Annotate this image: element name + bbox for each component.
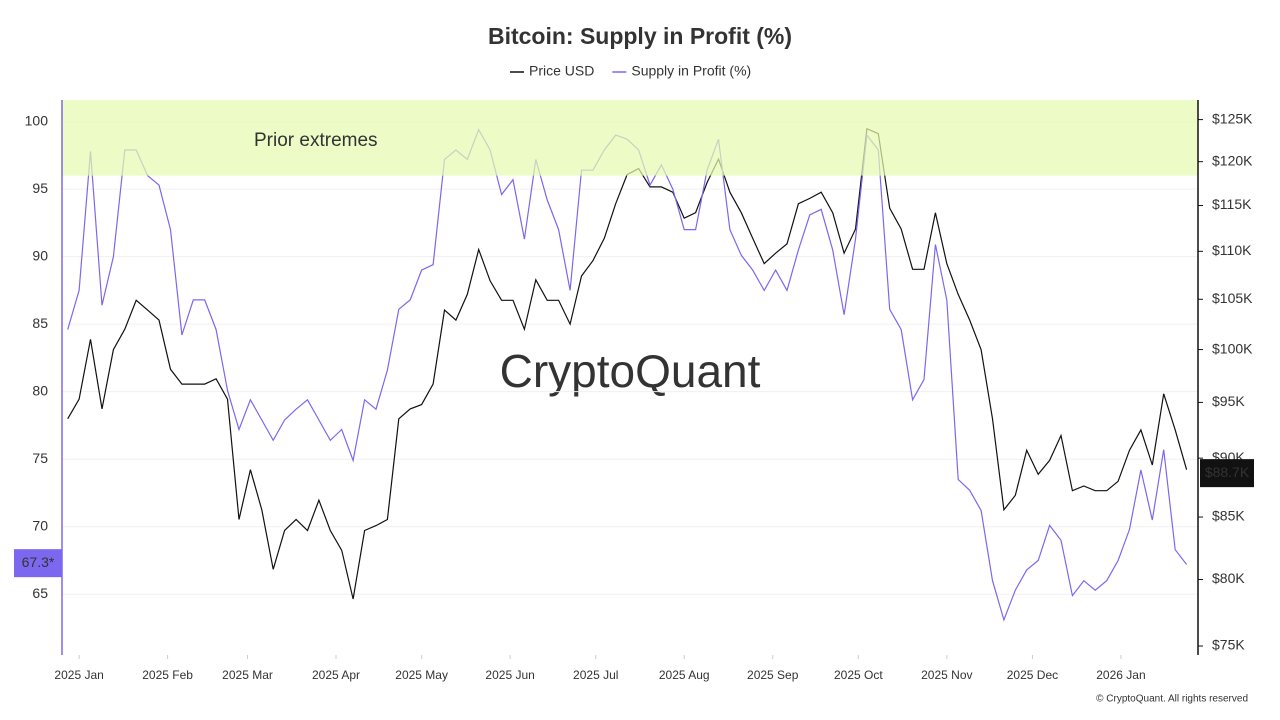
- y2-tick-label: $95K: [1212, 393, 1245, 409]
- y2-tick-label: $75K: [1212, 637, 1245, 653]
- band-label: Prior extremes: [254, 130, 378, 151]
- x-tick-label: 2025 Feb: [142, 668, 193, 682]
- y2-tick-label: $110K: [1212, 242, 1252, 258]
- x-tick-label: 2025 Aug: [659, 668, 710, 682]
- last-value-label: 67.3*: [22, 554, 55, 570]
- watermark: CryptoQuant: [500, 345, 761, 397]
- y-tick-label: 100: [25, 112, 49, 128]
- x-tick-label: 2025 Apr: [312, 668, 360, 682]
- legend-label: Price USD: [529, 63, 594, 79]
- y-tick-label: 95: [32, 180, 48, 196]
- x-tick-label: 2025 Jan: [54, 668, 103, 682]
- chart-title: Bitcoin: Supply in Profit (%): [488, 23, 792, 49]
- y2-tick-label: $85K: [1212, 508, 1245, 524]
- last-value-label: $88.7K: [1205, 464, 1250, 480]
- y2-tick-label: $125K: [1212, 110, 1253, 126]
- x-tick-label: 2025 Nov: [921, 668, 972, 682]
- legend-label: Supply in Profit (%): [631, 63, 751, 79]
- y-tick-label: 85: [32, 315, 48, 331]
- x-tick-label: 2026 Jan: [1096, 668, 1145, 682]
- y2-tick-label: $100K: [1212, 340, 1253, 356]
- band: [62, 100, 1198, 176]
- x-tick-label: 2025 May: [395, 668, 448, 682]
- last-value-badge: [14, 549, 62, 578]
- x-tick-label: 2025 Dec: [1007, 668, 1058, 682]
- x-tick-label: 2025 Jun: [485, 668, 534, 682]
- y-tick-label: 90: [32, 247, 48, 263]
- x-tick-label: 2025 Oct: [834, 668, 883, 682]
- y2-tick-label: $120K: [1212, 152, 1253, 168]
- last-value-badge: [1200, 459, 1254, 488]
- y-tick-label: 70: [32, 517, 48, 533]
- x-tick-label: 2025 Sep: [747, 668, 799, 682]
- copyright: © CryptoQuant. All rights reserved: [1096, 694, 1248, 705]
- y2-tick-label: $80K: [1212, 570, 1245, 586]
- y2-tick-label: $105K: [1212, 290, 1253, 306]
- y-tick-label: 75: [32, 450, 48, 466]
- y-tick-label: 65: [32, 585, 48, 601]
- x-tick-label: 2025 Mar: [222, 668, 273, 682]
- x-tick-label: 2025 Jul: [573, 668, 618, 682]
- y-tick-label: 80: [32, 382, 48, 398]
- y2-tick-label: $115K: [1212, 196, 1252, 212]
